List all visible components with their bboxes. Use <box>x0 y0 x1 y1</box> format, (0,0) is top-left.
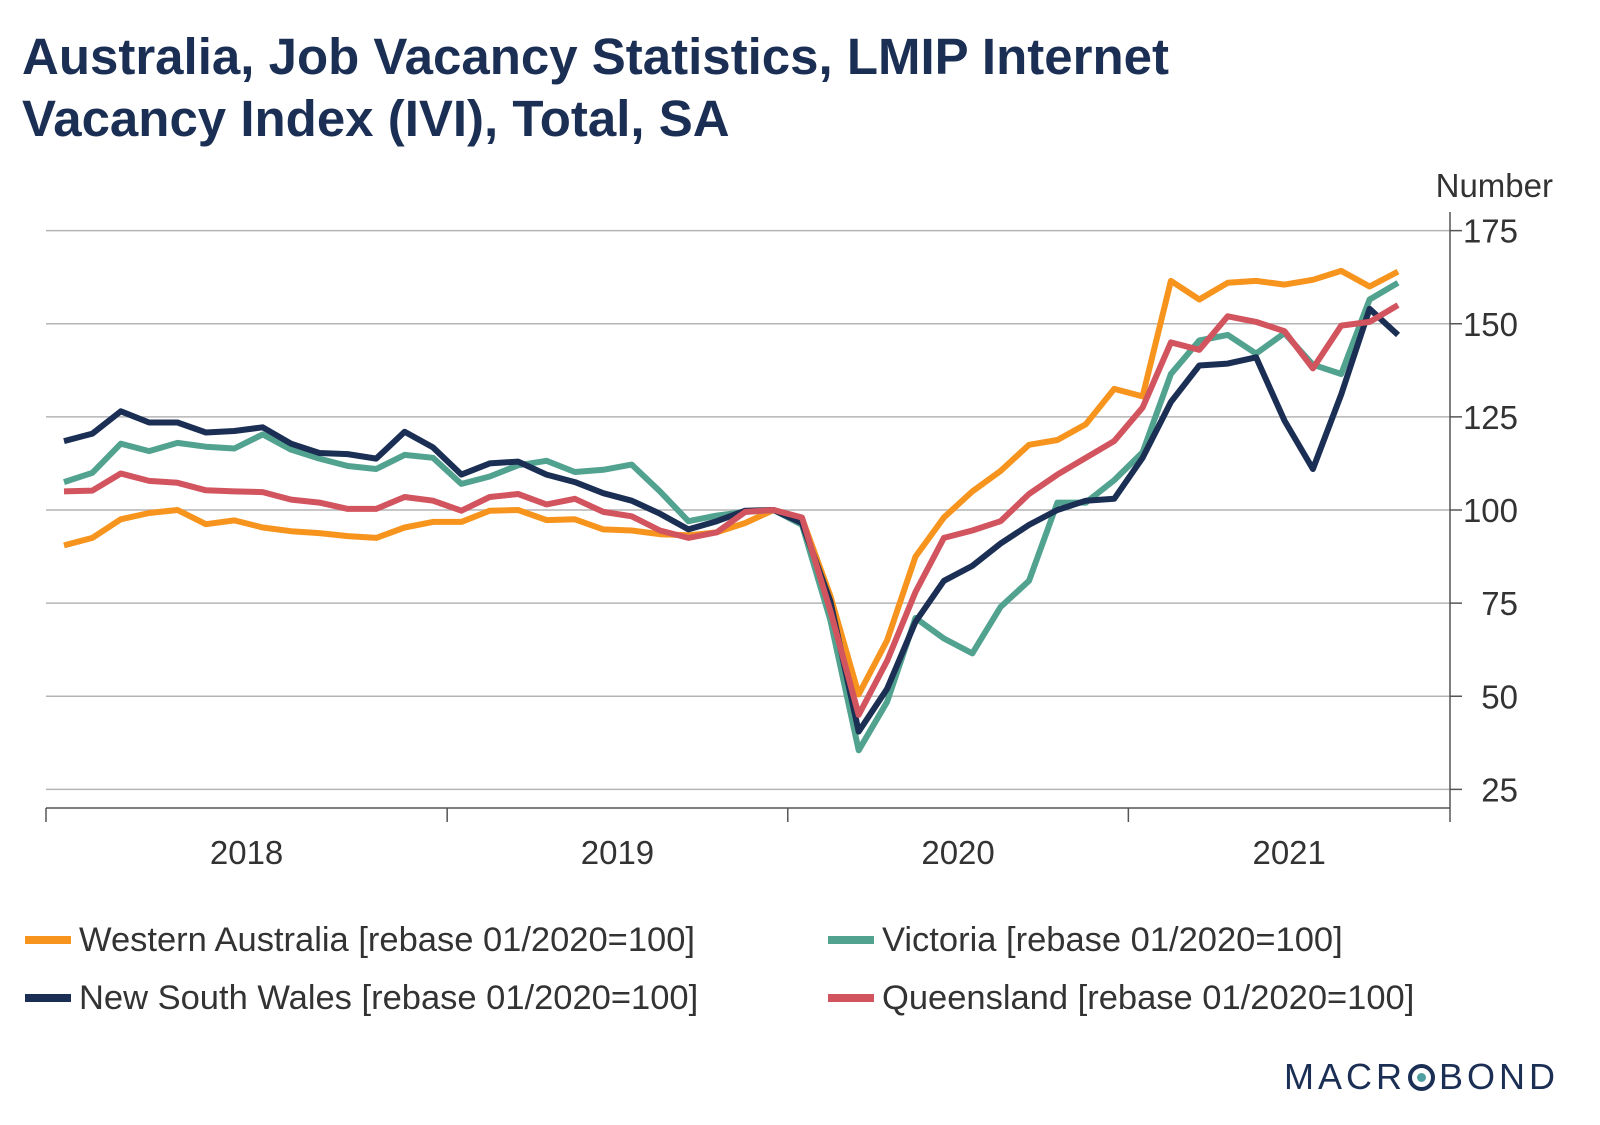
legend-item-queensland: Queensland [rebase 01/2020=100] <box>828 974 1414 1022</box>
series-line-queensland <box>63 302 1400 718</box>
legend-label-western-australia: Western Australia [rebase 01/2020=100] <box>79 920 695 959</box>
legend-item-western-australia: Western Australia [rebase 01/2020=100] <box>25 916 695 964</box>
legend-label-new-south-wales: New South Wales [rebase 01/2020=100] <box>79 978 699 1017</box>
y-tick-label-100: 100 <box>1463 492 1518 529</box>
chart-title-line-1: Australia, Job Vacancy Statistics, LMIP … <box>22 28 1169 85</box>
legend-swatch-new-south-wales <box>25 994 71 1002</box>
axes: 25 50 75 100 125 150 175 2018 2019 2020 2021 <box>45 212 1518 871</box>
legend-item-victoria: Victoria [rebase 01/2020=100] <box>828 916 1343 964</box>
y-tick-label-25: 25 <box>1481 771 1518 808</box>
logo-text-end: BOND <box>1439 1056 1560 1097</box>
y-tick-label-125: 125 <box>1463 399 1518 436</box>
chart-title-line-2: Vacancy Index (IVI), Total, SA <box>22 90 730 147</box>
x-tick-label-2019: 2019 <box>581 834 654 871</box>
logo-text-start: MACR <box>1284 1056 1406 1097</box>
y-tick-label-175: 175 <box>1463 213 1518 250</box>
x-tick-label-2020: 2020 <box>921 834 994 871</box>
y-tick-label-75: 75 <box>1481 585 1518 622</box>
series-lines <box>63 267 1401 754</box>
series-line-new-south-wales <box>63 305 1401 735</box>
series-line-western-australia <box>63 267 1400 698</box>
line-chart: 25 50 75 100 125 150 175 2018 2019 2020 2021 Numbe… <box>45 167 1553 871</box>
legend-swatch-victoria <box>828 936 874 944</box>
legend-label-victoria: Victoria [rebase 01/2020=100] <box>882 920 1343 959</box>
y-tick-label-50: 50 <box>1481 678 1518 715</box>
legend-swatch-western-australia <box>25 936 71 944</box>
y-axis-title: Number <box>1436 167 1553 204</box>
legend-swatch-queensland <box>828 994 874 1002</box>
legend-label-queensland: Queensland [rebase 01/2020=100] <box>882 978 1415 1017</box>
macrobond-logo: MACR BOND <box>1284 1056 1559 1098</box>
legend-item-new-south-wales: New South Wales [rebase 01/2020=100] <box>25 974 698 1022</box>
x-tick-label-2021: 2021 <box>1252 834 1325 871</box>
x-tick-label-2018: 2018 <box>210 834 283 871</box>
logo-o-icon <box>1408 1063 1435 1091</box>
chart-title: Australia, Job Vacancy Statistics, LMIP … <box>22 26 1422 150</box>
gridlines <box>46 229 1450 791</box>
y-tick-label-150: 150 <box>1463 306 1518 343</box>
